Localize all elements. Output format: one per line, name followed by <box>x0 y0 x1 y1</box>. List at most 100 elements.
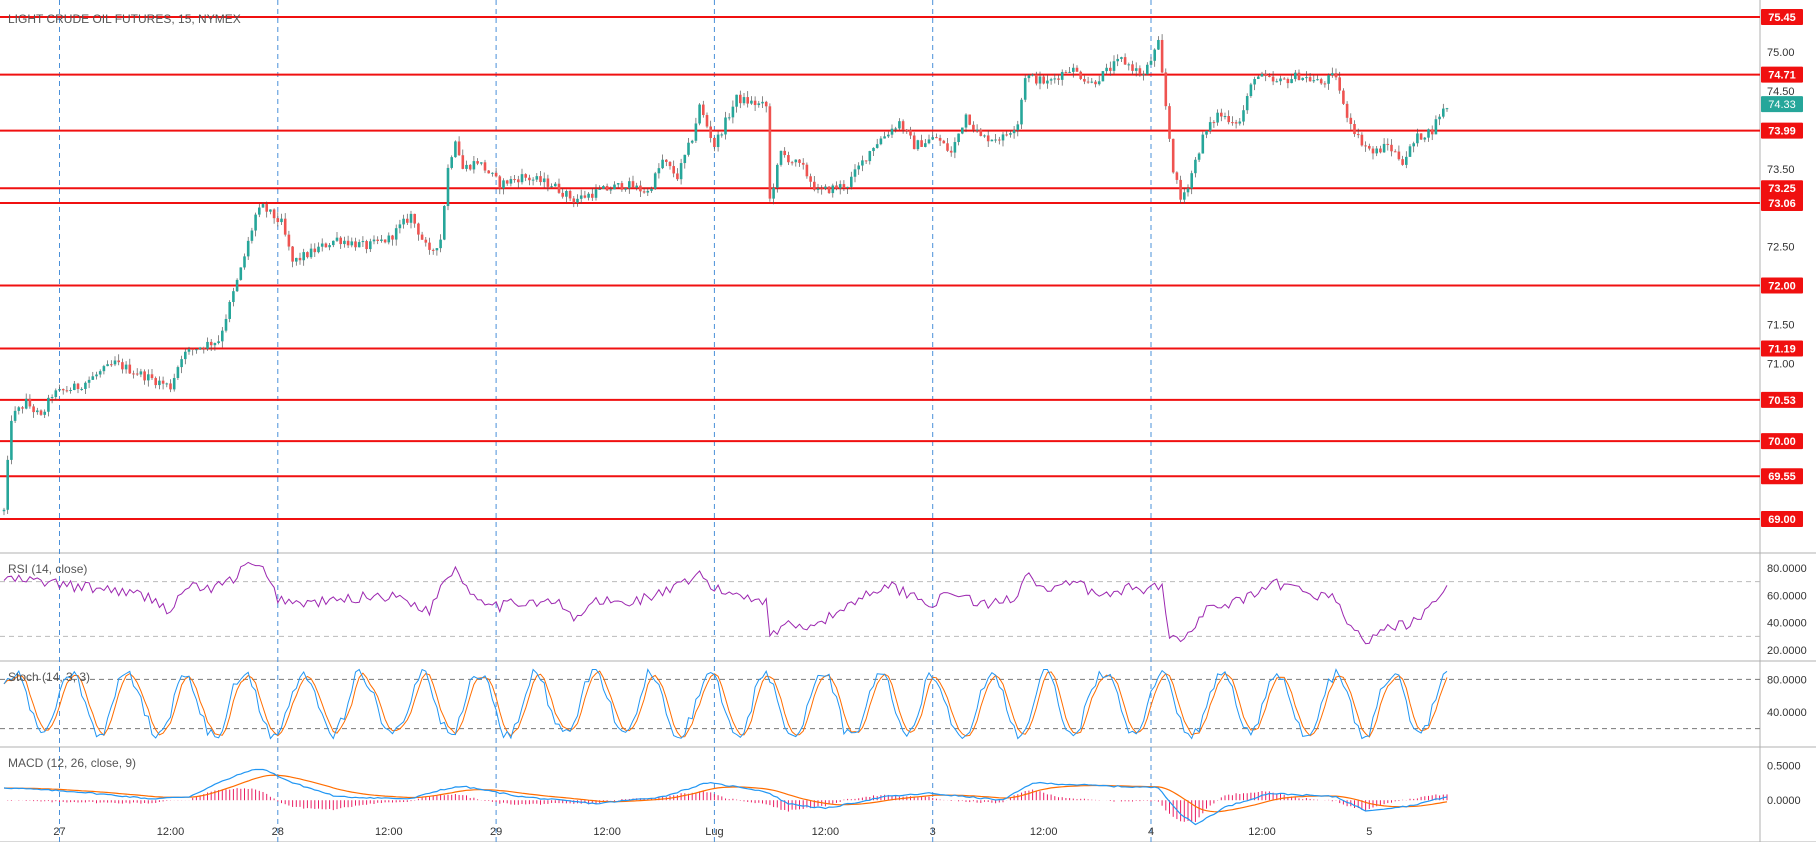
candle-body <box>1134 68 1138 71</box>
candle-body <box>494 172 498 177</box>
time-axis-label: 3 <box>930 826 936 838</box>
candle-body <box>1197 153 1201 160</box>
candle-body <box>328 245 331 248</box>
stoch-legend: Stoch (14, 3, 3) <box>8 670 90 684</box>
candle-body <box>1042 76 1045 84</box>
candle-body <box>117 360 120 363</box>
candle-body <box>1205 130 1208 135</box>
time-axis-label: 12:00 <box>812 826 840 838</box>
candle-body <box>753 100 757 106</box>
candle-body <box>17 407 21 411</box>
candle-body <box>739 94 742 104</box>
axis-labels: 27 12:00 28 12:00 29 12:00 Lug 12:00 3 12:00 4 12:0… <box>53 47 1803 838</box>
candle-body <box>417 223 420 235</box>
candle-body <box>665 159 668 162</box>
candle-body <box>1027 75 1031 79</box>
candle-body <box>1234 122 1238 124</box>
candle-body <box>106 364 109 367</box>
candle-body <box>1405 156 1408 165</box>
rsi-axis-label: 60.0000 <box>1767 590 1807 602</box>
time-axis-label: 12:00 <box>157 826 185 838</box>
candle-body <box>1227 116 1230 123</box>
candle-body <box>909 130 912 136</box>
candle-body <box>1208 122 1212 131</box>
candle-body <box>1249 84 1253 97</box>
macd-line <box>3 768 1448 826</box>
candle-body <box>672 166 675 174</box>
candle-body <box>180 359 183 368</box>
candle-body <box>816 188 820 190</box>
candle-body <box>605 186 609 191</box>
candle-body <box>184 351 187 360</box>
candle-body <box>6 459 9 510</box>
candle-body <box>39 410 43 415</box>
candle-body <box>1338 77 1341 91</box>
candle-body <box>224 318 228 331</box>
candle-body <box>343 240 346 245</box>
candle-body <box>1231 122 1234 124</box>
candle-body <box>1046 80 1049 84</box>
candle-body <box>868 151 872 162</box>
candle-body <box>1364 145 1367 147</box>
candle-body <box>1371 148 1375 154</box>
candle-body <box>642 191 646 193</box>
candle-body <box>946 143 949 151</box>
candle-body <box>509 179 513 184</box>
candle-body <box>1316 79 1319 81</box>
candle-body <box>365 241 368 250</box>
candle-body <box>1009 133 1012 135</box>
candle-body <box>961 127 964 134</box>
candle-body <box>757 103 761 106</box>
candle-body <box>905 130 909 132</box>
level-label: 74.71 <box>1768 70 1796 82</box>
time-axis-label: 27 <box>53 826 65 838</box>
candle-body <box>824 186 827 189</box>
candle-body <box>983 135 986 137</box>
candle-body <box>309 248 313 258</box>
candle-body <box>443 206 446 240</box>
candle-body <box>283 218 287 235</box>
candle-body <box>1393 151 1397 153</box>
candle-body <box>317 246 320 253</box>
candle-body <box>720 134 724 136</box>
candle-body <box>1016 124 1020 131</box>
candle-body <box>461 155 465 169</box>
candle-body <box>1345 103 1349 118</box>
candle-body <box>520 174 524 183</box>
candle-body <box>346 240 350 246</box>
candle-body <box>454 141 457 158</box>
candle-body <box>535 176 539 180</box>
rsi-legend: RSI (14, close) <box>8 562 87 576</box>
price-axis-label: 73.50 <box>1767 164 1795 176</box>
candle-body <box>43 411 46 415</box>
candle-body <box>217 341 220 344</box>
candle-body <box>1242 110 1245 122</box>
candle-body <box>831 185 835 194</box>
candle-body <box>894 128 897 130</box>
candle-body <box>602 186 605 189</box>
candle-body <box>243 256 246 268</box>
candle-body <box>616 183 620 185</box>
stoch-axis-label: 80.0000 <box>1767 674 1807 686</box>
time-axis-label: Lug <box>705 826 723 838</box>
candle-body <box>683 154 687 164</box>
candle-body <box>424 239 428 243</box>
candle-body <box>924 143 927 147</box>
candle-body <box>1090 81 1094 83</box>
candle-body <box>391 235 394 240</box>
candle-body <box>435 248 439 251</box>
candle-body <box>768 106 772 199</box>
candle-body <box>161 380 165 384</box>
candle-body <box>776 164 779 188</box>
candle-body <box>972 124 975 130</box>
candle-body <box>557 183 561 193</box>
price-axis-label: 71.00 <box>1767 358 1795 370</box>
level-label: 72.00 <box>1768 281 1796 293</box>
candle-body <box>1353 123 1356 135</box>
candle-body <box>809 176 812 182</box>
level-label: 69.55 <box>1768 471 1796 483</box>
candle-body <box>912 135 916 150</box>
candle-body <box>228 301 231 319</box>
candle-body <box>420 234 424 240</box>
